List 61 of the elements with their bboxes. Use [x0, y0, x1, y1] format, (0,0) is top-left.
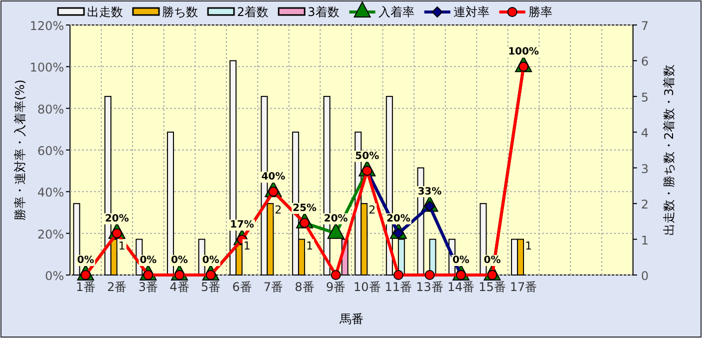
- data-label: 17%: [230, 220, 254, 231]
- y-tick-label: 60%: [37, 144, 64, 158]
- legend-label: 勝ち数: [162, 5, 198, 19]
- data-label: 20%: [104, 213, 129, 224]
- data-label: 1: [118, 239, 126, 252]
- x-axis-title: 馬番: [338, 312, 364, 326]
- data-label: 1: [525, 239, 532, 252]
- y-axis-title: 勝率・連対率・入着率(%): [13, 80, 27, 220]
- data-label: 1: [244, 239, 251, 252]
- data-label: 20%: [324, 213, 348, 224]
- x-tick-label: 4番: [170, 280, 190, 294]
- data-label: 33%: [418, 186, 442, 198]
- y-tick-label: 40%: [37, 186, 64, 200]
- legend-label: 連対率: [453, 5, 490, 19]
- x-tick-label: 6番: [232, 280, 252, 294]
- data-label: 25%: [292, 202, 317, 214]
- legend-label: 3着数: [308, 5, 340, 19]
- y2-tick-label: 3: [641, 162, 649, 176]
- x-tick-label: 13番: [416, 280, 444, 294]
- x-tick-label: 3番: [138, 280, 158, 294]
- data-label: 50%: [355, 150, 380, 162]
- data-label: 2: [274, 204, 282, 217]
- y2-tick-label: 5: [641, 90, 649, 104]
- data-label: 0%: [484, 255, 501, 266]
- x-tick-label: 2番: [107, 280, 127, 294]
- data-label: 1: [306, 239, 314, 252]
- data-label: 0%: [170, 255, 188, 266]
- y-tick-label: 80%: [37, 102, 64, 116]
- legend-label: 2着数: [237, 5, 269, 19]
- x-tick-label: 5番: [200, 280, 221, 294]
- data-label: 0%: [140, 255, 157, 266]
- y2-axis-title: 出走数・勝ち数・2着数・3着数: [662, 64, 676, 236]
- y2-tick-label: 2: [641, 198, 649, 212]
- legend-label: 入着率: [378, 5, 414, 19]
- x-tick-label: 10番: [354, 280, 381, 294]
- y2-tick-label: 4: [641, 126, 649, 140]
- data-label: 20%: [386, 213, 410, 224]
- x-tick-label: 9番: [326, 280, 346, 294]
- y-tick-label: 20%: [37, 227, 64, 242]
- y2-tick-label: 0: [641, 269, 649, 283]
- x-tick-label: 7番: [263, 280, 284, 294]
- data-label: 100%: [508, 46, 539, 58]
- data-label: 40%: [261, 172, 286, 183]
- y-tick-label: 100%: [30, 60, 64, 75]
- x-tick-label: 1番: [76, 280, 96, 294]
- data-label: 2: [368, 204, 376, 217]
- data-label: 0%: [452, 255, 470, 266]
- y-tick-label: 0%: [44, 269, 64, 283]
- legend-label: 勝率: [528, 5, 552, 19]
- data-label: 0%: [202, 255, 220, 266]
- x-tick-label: 14番: [447, 280, 475, 294]
- legend-label: 出走数: [87, 5, 123, 19]
- x-tick-label: 17番: [510, 280, 538, 294]
- x-tick-label: 8番: [294, 280, 314, 294]
- x-tick-label: 15番: [478, 280, 506, 294]
- y-tick-label: 120%: [30, 19, 64, 33]
- y2-tick-label: 1: [641, 233, 649, 248]
- x-tick-label: 11番: [384, 280, 412, 294]
- y2-tick-label: 7: [641, 19, 649, 33]
- data-label: 0%: [77, 255, 94, 266]
- y2-tick-label: 6: [641, 54, 649, 69]
